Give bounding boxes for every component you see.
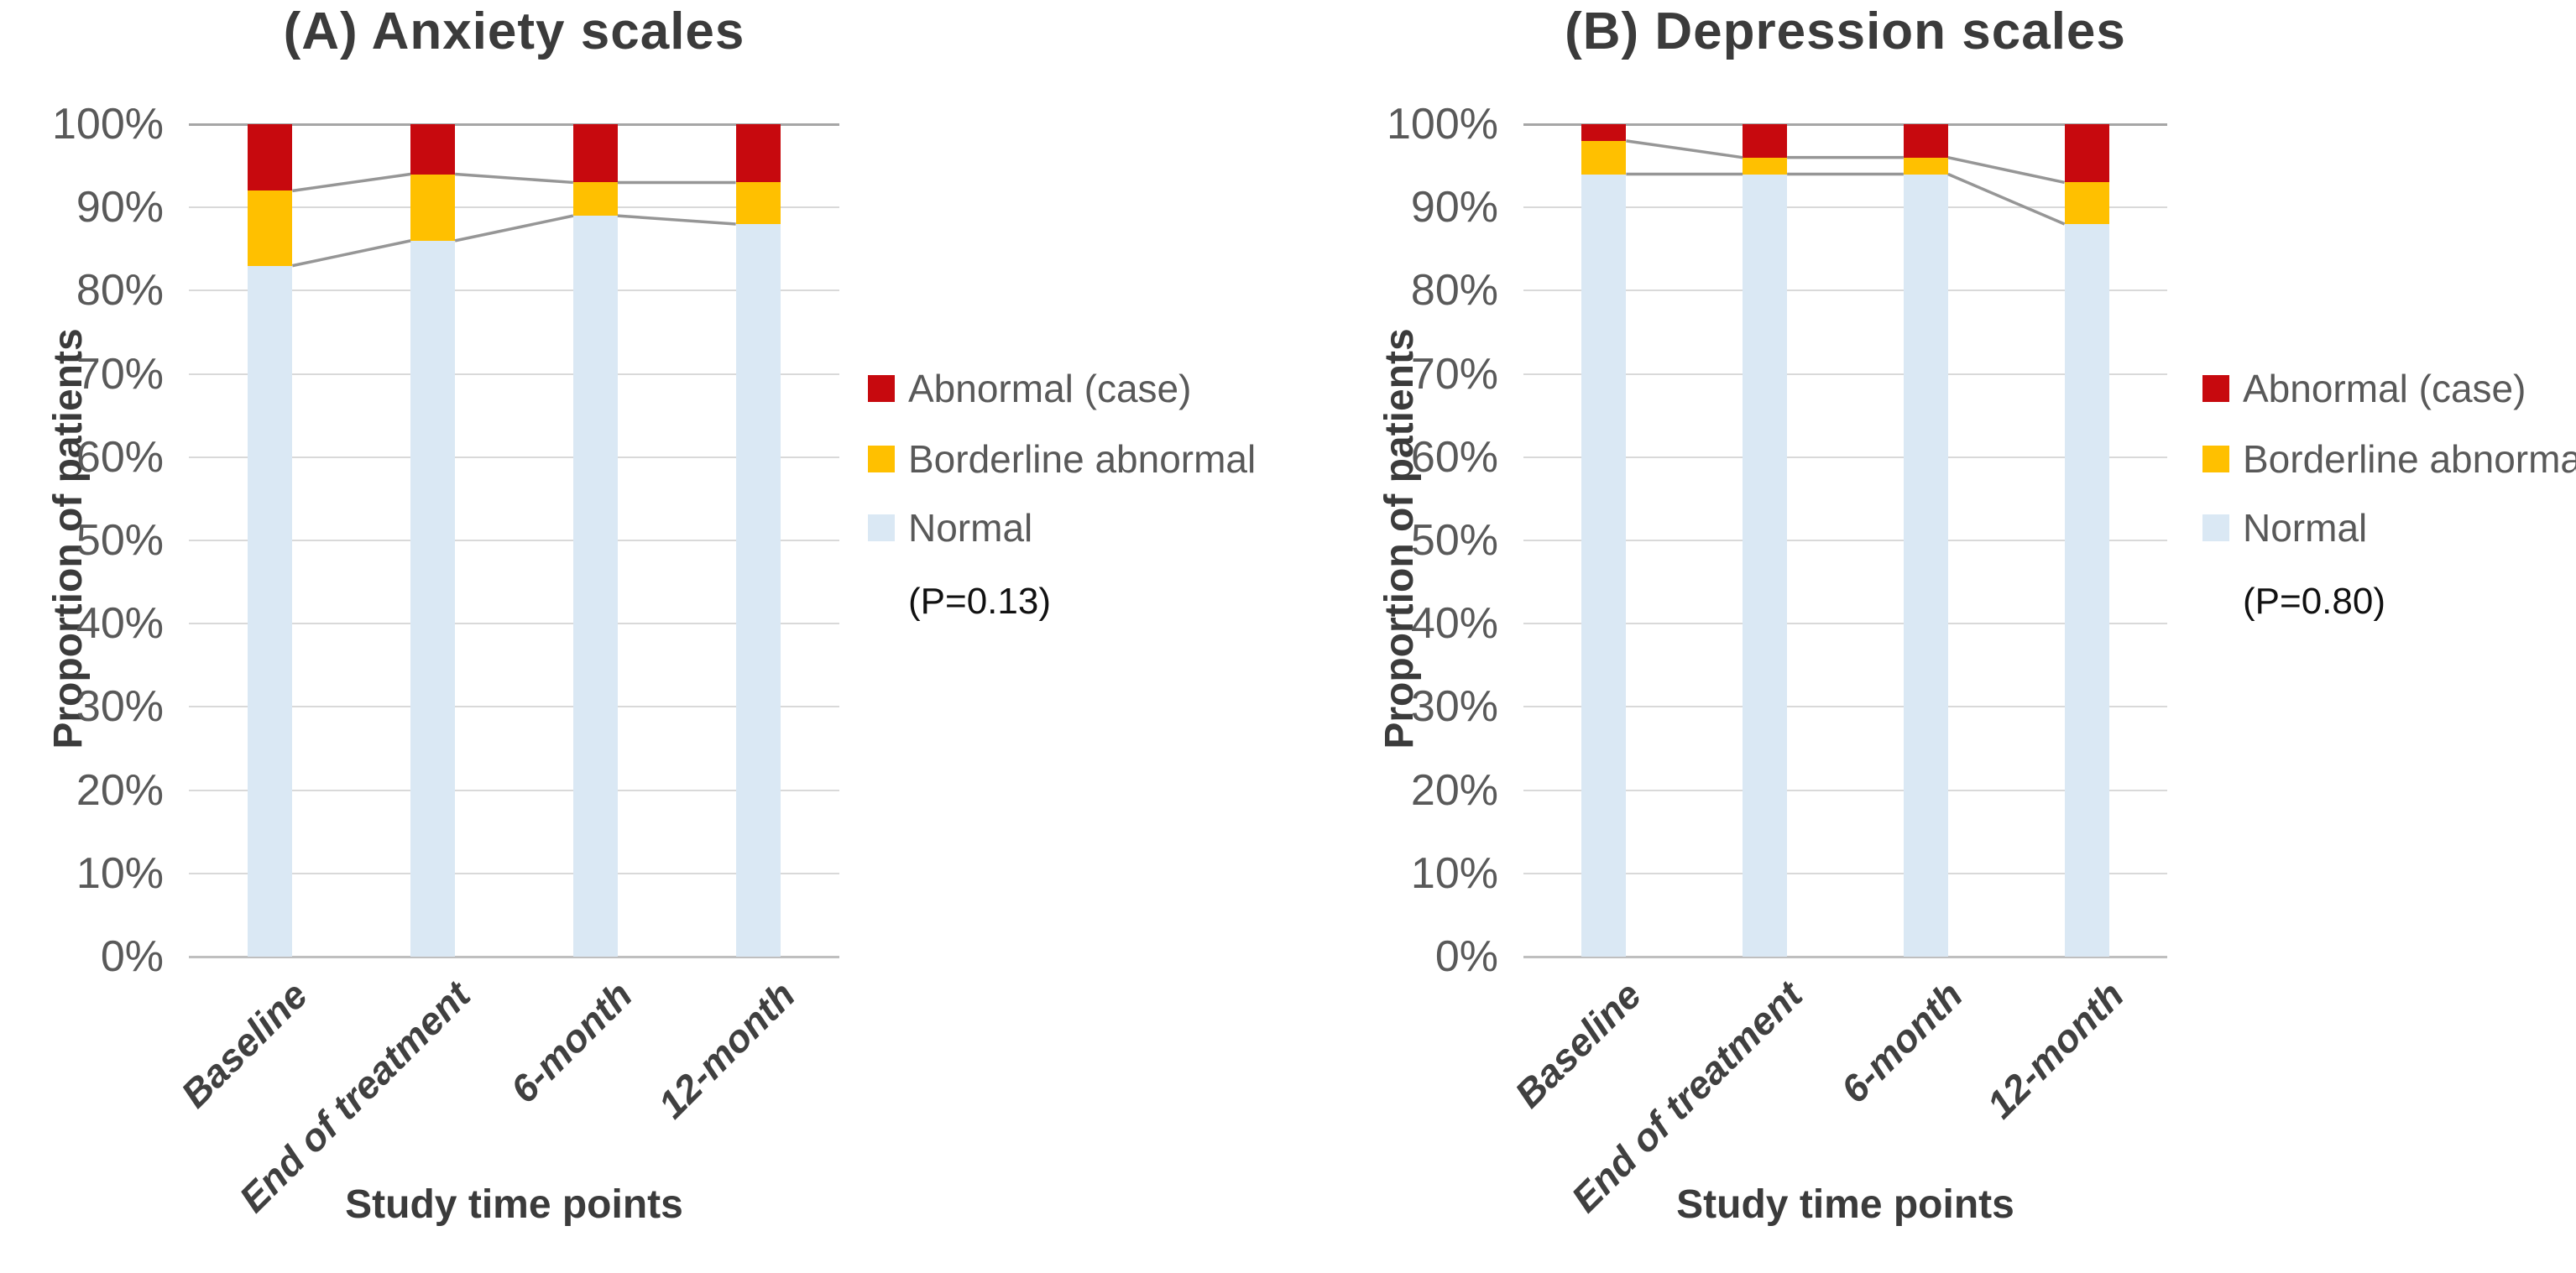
- gridline-10%: [189, 872, 839, 874]
- y-tick-label: 30%: [76, 682, 164, 732]
- legend-item: Borderline abnormal: [2202, 438, 2576, 480]
- y-tick-label: 100%: [52, 100, 164, 149]
- legend-swatch-normal: [2202, 514, 2229, 541]
- bar-segment-borderline-abnormal: [1743, 157, 1788, 175]
- legend-item: Borderline abnormal: [868, 438, 1256, 480]
- gridline-20%: [1523, 789, 2167, 791]
- x-axis-title: Study time points: [1676, 1182, 2014, 1227]
- gridline-40%: [189, 623, 839, 625]
- bar-segment-abnormal-case-: [735, 124, 781, 183]
- legend-label: Borderline abnormal: [2243, 437, 2576, 481]
- gridline-70%: [1523, 373, 2167, 375]
- bar-segment-abnormal-case-: [1581, 124, 1627, 141]
- y-tick-label: 60%: [1410, 432, 1498, 482]
- legend-swatch-abnormal: [2202, 375, 2229, 402]
- p-value-label: (P=0.80): [2243, 581, 2385, 622]
- bar-segment-borderline-abnormal: [735, 182, 781, 225]
- legend-label: Normal: [2243, 506, 2368, 550]
- legend-label: Abnormal (case): [2243, 367, 2526, 410]
- bar-segment-borderline-abnormal: [2064, 182, 2109, 225]
- y-tick-label: 70%: [76, 349, 164, 399]
- gridline-50%: [1523, 540, 2167, 541]
- bar-segment-normal: [1743, 174, 1788, 957]
- gridline-80%: [1523, 290, 2167, 292]
- bar-segment-abnormal-case-: [410, 124, 456, 175]
- gridline-0%: [1523, 956, 2167, 958]
- bar-segment-normal: [1903, 174, 1948, 957]
- y-tick-label: 90%: [1410, 183, 1498, 232]
- bar-segment-normal: [248, 265, 293, 957]
- y-tick-label: 20%: [76, 765, 164, 815]
- bar-segment-normal: [572, 216, 618, 957]
- legend-label: Normal: [908, 506, 1033, 550]
- legend-swatch-borderline: [2202, 446, 2229, 472]
- bar-segment-normal: [410, 240, 456, 957]
- gridline-90%: [1523, 206, 2167, 209]
- y-tick-label: 80%: [76, 266, 164, 316]
- bar-segment-borderline-abnormal: [410, 174, 456, 241]
- bar-segment-normal: [2064, 224, 2109, 957]
- gridline-40%: [1523, 623, 2167, 625]
- bar-segment-borderline-abnormal: [572, 182, 618, 217]
- gridline-30%: [189, 706, 839, 708]
- gridline-100%: [1523, 123, 2167, 126]
- gridline-10%: [1523, 872, 2167, 874]
- y-tick-label: 50%: [76, 516, 164, 565]
- x-axis-title: Study time points: [345, 1182, 683, 1227]
- legend-swatch-abnormal: [868, 375, 895, 402]
- legend-swatch-borderline: [868, 446, 895, 472]
- y-tick-label: 50%: [1410, 516, 1498, 565]
- gridline-30%: [1523, 706, 2167, 708]
- bar-segment-abnormal-case-: [1903, 124, 1948, 158]
- legend-item: Abnormal (case): [868, 368, 1191, 410]
- legend-item: Normal: [868, 507, 1032, 549]
- y-tick-label: 0%: [100, 932, 164, 981]
- legend-swatch-normal: [868, 514, 895, 541]
- panel-title: (B) Depression scales: [1565, 3, 2126, 60]
- y-tick-label: 80%: [1410, 266, 1498, 316]
- bar-segment-borderline-abnormal: [1581, 140, 1627, 175]
- y-tick-label: 30%: [1410, 682, 1498, 732]
- gridline-20%: [189, 789, 839, 791]
- y-tick-label: 20%: [1410, 765, 1498, 815]
- bar-segment-borderline-abnormal: [248, 190, 293, 266]
- y-tick-label: 70%: [1410, 349, 1498, 399]
- bar-segment-borderline-abnormal: [1903, 157, 1948, 175]
- gridline-60%: [189, 456, 839, 458]
- gridline-90%: [189, 206, 839, 209]
- bar-segment-normal: [735, 224, 781, 957]
- legend-label: Borderline abnormal: [908, 437, 1257, 481]
- legend-item: Normal: [2202, 507, 2367, 549]
- p-value-label: (P=0.13): [908, 581, 1051, 622]
- y-tick-label: 100%: [1387, 100, 1498, 149]
- gridline-60%: [1523, 456, 2167, 458]
- legend-label: Abnormal (case): [908, 367, 1192, 410]
- y-tick-label: 90%: [76, 183, 164, 232]
- bar-segment-normal: [1581, 174, 1627, 957]
- y-tick-label: 40%: [76, 599, 164, 649]
- bar-segment-abnormal-case-: [2064, 124, 2109, 183]
- bar-segment-abnormal-case-: [572, 124, 618, 183]
- bar-segment-abnormal-case-: [1743, 124, 1788, 158]
- gridline-0%: [189, 956, 839, 958]
- gridline-70%: [189, 373, 839, 375]
- y-tick-label: 10%: [76, 848, 164, 898]
- y-tick-label: 0%: [1434, 932, 1498, 981]
- gridline-50%: [189, 540, 839, 541]
- panel-title: (A) Anxiety scales: [283, 3, 745, 60]
- y-tick-label: 40%: [1410, 599, 1498, 649]
- gridline-80%: [189, 290, 839, 292]
- y-tick-label: 10%: [1410, 848, 1498, 898]
- gridline-100%: [189, 123, 839, 126]
- y-tick-label: 60%: [76, 432, 164, 482]
- bar-segment-abnormal-case-: [248, 124, 293, 191]
- legend-item: Abnormal (case): [2202, 368, 2526, 410]
